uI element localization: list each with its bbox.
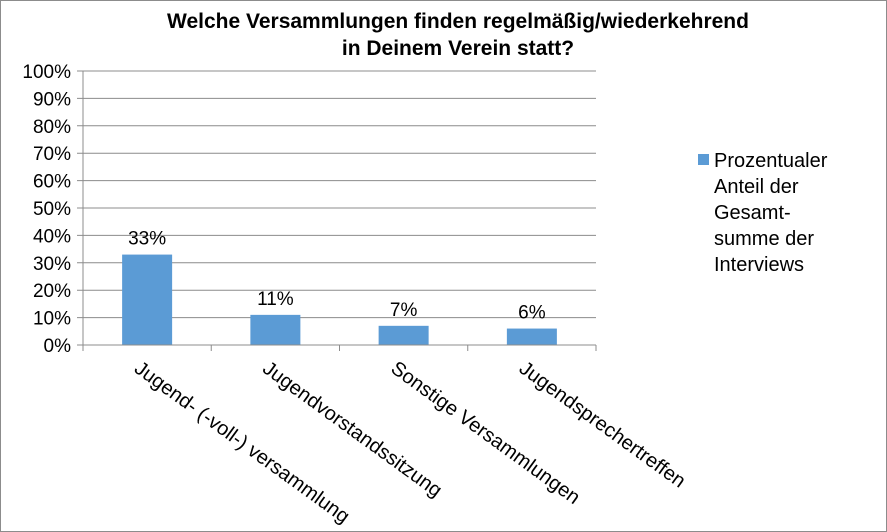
y-axis: 0% 10% 20% 30% 40% 50% 60% 70% 80% 90% 100% bbox=[22, 62, 84, 357]
chart-title-line-2: in Deinem Verein statt? bbox=[342, 37, 574, 60]
legend-label-line: Interviews bbox=[714, 254, 804, 276]
y-tick-label: 90% bbox=[33, 89, 71, 110]
y-tick-label: 100% bbox=[22, 62, 71, 83]
category-label: Jugend- (-voll-) versammlung bbox=[130, 357, 353, 528]
data-label: 33% bbox=[128, 229, 166, 250]
y-tick-label: 60% bbox=[33, 172, 71, 193]
bars bbox=[122, 254, 557, 345]
data-label: 7% bbox=[390, 300, 418, 321]
y-tick-label: 70% bbox=[33, 144, 71, 165]
data-label: 6% bbox=[518, 303, 546, 324]
y-tick-label: 50% bbox=[33, 199, 71, 220]
bar bbox=[122, 254, 173, 345]
legend-label-line: Gesamt- bbox=[714, 202, 791, 224]
y-tick-label: 20% bbox=[33, 281, 71, 302]
bar bbox=[250, 314, 301, 345]
legend-swatch bbox=[698, 154, 709, 165]
data-label: 11% bbox=[257, 289, 294, 310]
bar bbox=[506, 328, 557, 345]
legend-label-line: Anteil der bbox=[714, 176, 799, 198]
y-tick-label: 30% bbox=[33, 254, 71, 275]
y-tick-label: 0% bbox=[44, 336, 72, 357]
legend-label-line: summe der bbox=[714, 228, 814, 250]
y-tick-label: 10% bbox=[33, 309, 71, 330]
y-tick-label: 40% bbox=[33, 226, 71, 247]
x-axis: Jugend- (-voll-) versammlungJugendvorsta… bbox=[77, 344, 689, 528]
legend: Prozentualer Anteil der Gesamt-summe der In… bbox=[698, 150, 828, 276]
bar bbox=[378, 325, 429, 345]
chart-title-line-1: Welche Versammlungen finden regelmäßig/w… bbox=[167, 10, 749, 33]
data-labels: 33% 11% 7% 6% bbox=[128, 229, 546, 324]
legend-label-line: Prozentualer bbox=[714, 150, 828, 172]
y-tick-label: 80% bbox=[33, 117, 71, 138]
